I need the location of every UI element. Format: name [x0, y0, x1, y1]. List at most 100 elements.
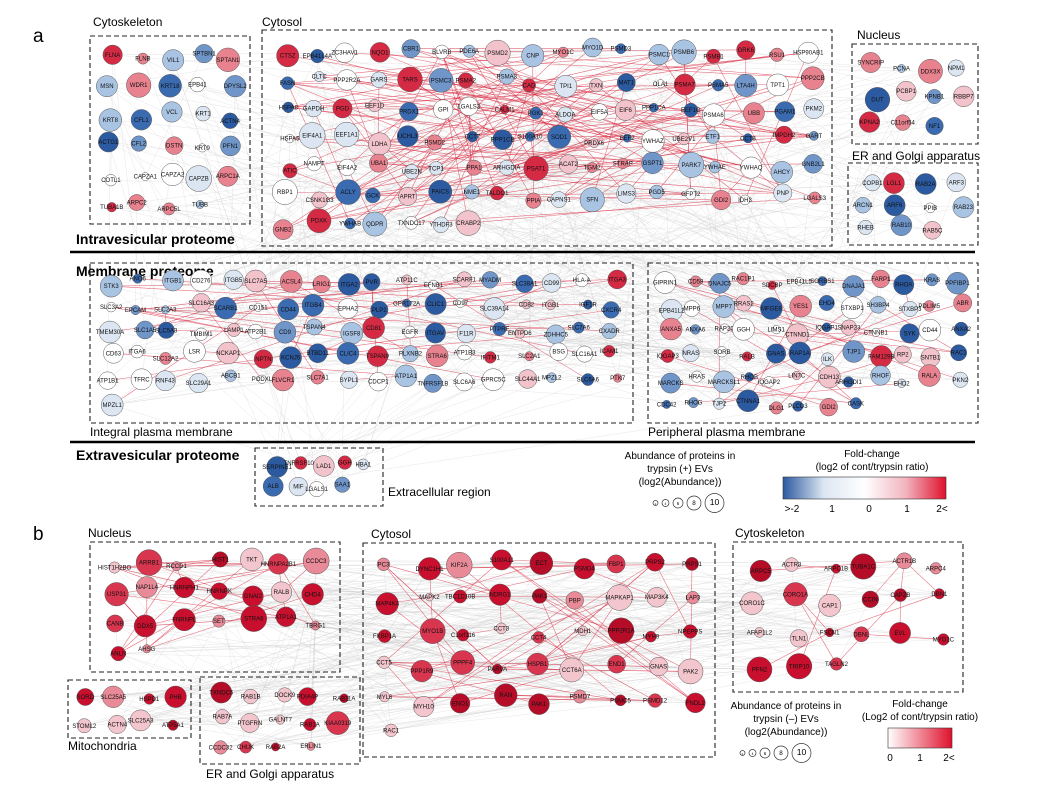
protein-node: PAK2 — [677, 658, 704, 685]
protein-node-label: ATP2B1 — [245, 330, 268, 336]
protein-node-label: FLNA — [105, 53, 120, 59]
protein-node-circle — [195, 200, 205, 209]
protein-node-circle — [130, 344, 144, 359]
protein-node-circle — [110, 646, 126, 662]
protein-node-circle — [130, 109, 152, 131]
interaction-edge — [423, 634, 464, 707]
protein-node-label: TXNDC17 — [398, 221, 426, 227]
protein-node-circle — [428, 279, 439, 291]
protein-node-label: ZC3HAV1 — [331, 51, 358, 57]
protein-node-label: SOD1 — [551, 135, 568, 141]
protein-node-circle — [517, 369, 538, 389]
interaction-edge — [501, 563, 693, 629]
protein-node-circle — [716, 346, 728, 358]
highlighted-edge — [836, 594, 901, 665]
protein-node-label: ARCN1 — [853, 203, 874, 209]
protein-node-circle — [214, 709, 231, 725]
protein-node-circle — [645, 552, 665, 572]
protein-node-circle — [215, 47, 241, 72]
highlighted-edge — [290, 334, 556, 358]
protein-node-circle — [525, 131, 536, 142]
protein-node-circle — [212, 551, 229, 568]
protein-node-circle — [337, 273, 361, 296]
protein-node: NPTN — [253, 349, 273, 369]
protein-node-label: CALM1 — [495, 107, 516, 113]
interaction-edge — [571, 566, 864, 671]
protein-node-label: HSPA5 — [280, 137, 300, 143]
protein-node-circle — [532, 588, 548, 604]
color-legend-a: Fold-change (log2 of cont/trypsin ratio)… — [782, 449, 948, 515]
highlighted-edge — [465, 80, 566, 115]
protein-node: EPB41 — [188, 76, 207, 93]
interaction-edge — [319, 199, 773, 286]
interaction-edge — [135, 202, 137, 311]
protein-node-label: EFNB1 — [424, 283, 444, 289]
protein-node-label: KPNA2 — [860, 120, 880, 126]
protein-node-circle — [101, 393, 124, 417]
interaction-edge — [245, 599, 871, 748]
protein-node-label: BLVRB — [432, 50, 451, 56]
protein-node: FBP1 — [606, 554, 626, 574]
interaction-edge — [115, 591, 220, 624]
protein-node: PSMB6 — [671, 39, 697, 65]
protein-node: UBA1 — [369, 153, 388, 173]
protein-node-circle — [489, 583, 511, 606]
protein-node-label: SLC2A1 — [518, 354, 541, 360]
protein-node: PDE6A — [459, 44, 479, 58]
protein-node: MYO1D — [582, 37, 604, 58]
protein-node-label: SLC7A5 — [245, 279, 268, 285]
protein-node-label: LIMS1 — [768, 328, 786, 334]
protein-node-label: EHD4 — [819, 301, 836, 307]
protein-node-label: DSTN — [166, 144, 182, 150]
protein-node-label: ENTPD6 — [508, 331, 532, 337]
size-legend-b-circles-tick: 10 — [797, 747, 807, 757]
protein-node-circle — [732, 318, 755, 341]
protein-node-label: IQGAP1 — [815, 325, 838, 331]
protein-node-label: PFN1 — [223, 144, 239, 150]
interaction-edge — [278, 563, 463, 663]
protein-node-label: ACTN4 — [107, 722, 127, 728]
interaction-edge — [227, 51, 685, 177]
protein-node-label: RALB — [274, 590, 290, 596]
highlighted-edge — [693, 383, 902, 403]
protein-node-label: BSG — [552, 350, 565, 356]
protein-node-label: SORD — [77, 695, 95, 701]
highlighted-edge — [877, 304, 959, 353]
protein-node-label: MPZL1 — [103, 403, 123, 409]
protein-node-circle — [424, 293, 447, 315]
highlighted-edge — [460, 669, 572, 704]
protein-node: ENO1 — [450, 693, 471, 714]
protein-node-circle — [305, 100, 323, 118]
interaction-edge — [319, 199, 556, 335]
protein-node-circle — [602, 301, 620, 319]
protein-node-label: CAP1 — [822, 603, 838, 609]
protein-node-circle — [195, 105, 211, 122]
interaction-edge — [146, 559, 502, 649]
size-legend-b-circles-circle — [748, 749, 757, 757]
highlighted-edge — [499, 327, 579, 330]
protein-node-circle — [684, 188, 697, 200]
interaction-edge — [117, 559, 221, 725]
protein-node-circle — [809, 131, 819, 141]
protein-node-circle — [529, 106, 543, 120]
protein-node: CTNNA1 — [736, 389, 761, 412]
interaction-edge — [172, 630, 433, 726]
protein-node: NCKAP1 — [216, 341, 241, 365]
protein-node-circle — [267, 553, 289, 575]
protein-node-circle — [926, 89, 942, 105]
protein-node-circle — [498, 68, 515, 85]
protein-node-label: HNRNPH1 — [170, 585, 200, 591]
protein-node-circle — [918, 364, 941, 387]
highlighted-edge — [411, 76, 508, 172]
protein-node-label: MYADM — [479, 278, 501, 284]
protein-node: PFN2 — [746, 656, 773, 683]
protein-node-circle — [842, 376, 855, 388]
protein-node-label: ITGB4 — [304, 303, 322, 309]
protein-node-circle — [167, 719, 179, 731]
highlighted-edge — [383, 559, 502, 663]
protein-node-circle — [456, 323, 476, 343]
protein-node-label: TUBA1C — [851, 564, 875, 570]
protein-node-circle — [143, 693, 155, 705]
interaction-edge — [146, 586, 617, 665]
protein-node-circle — [736, 40, 756, 60]
